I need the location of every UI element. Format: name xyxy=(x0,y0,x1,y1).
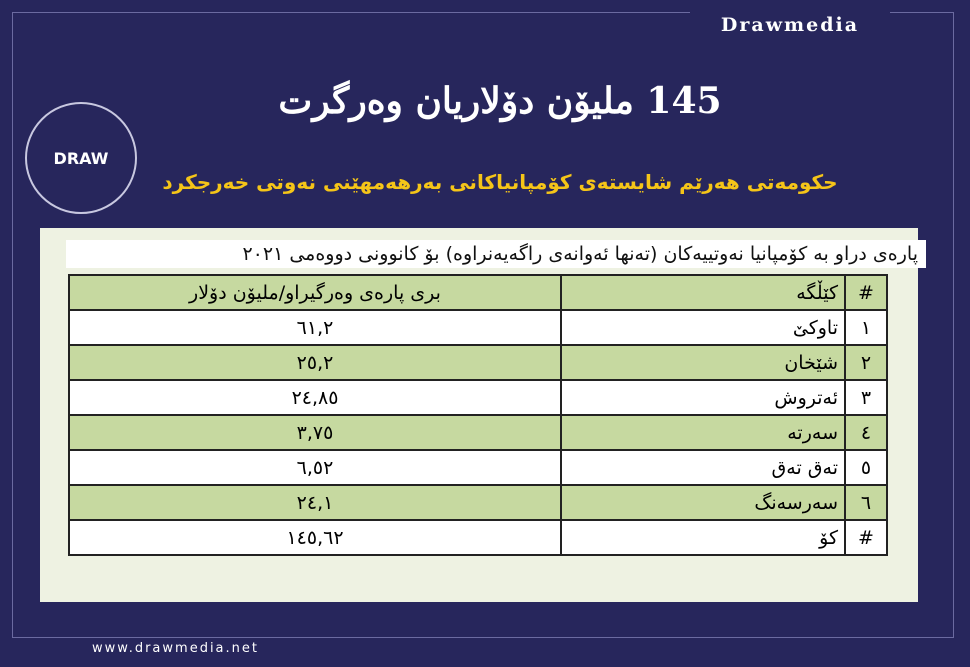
row-number: ٢ xyxy=(844,344,888,381)
table-header: # کێڵگە بری پارەی وەرگیراو/ملیۆن دۆلار xyxy=(68,274,888,311)
table-row: ٤ سەرتە ٣,٧٥ xyxy=(68,414,888,451)
header-amount: بری پارەی وەرگیراو/ملیۆن دۆلار xyxy=(68,274,562,311)
table-panel: پارەی دراو بە کۆمپانیا نەوتییەکان (تەنها… xyxy=(40,228,926,602)
table-row: ٢ شێخان ٢٥,٢ xyxy=(68,344,888,381)
field-name: شێخان xyxy=(560,344,846,381)
brand-name: Drawmedia xyxy=(690,8,890,42)
table-row: # کۆ ١٤٥,٦٢ xyxy=(68,519,888,556)
row-number: # xyxy=(844,519,888,556)
frame-border xyxy=(12,12,954,638)
header-field: کێڵگە xyxy=(560,274,846,311)
field-name: ئەتروش xyxy=(560,379,846,416)
amount: ٣,٧٥ xyxy=(68,414,562,451)
headline: 145 ملیۆن دۆلاریان وەرگرت xyxy=(278,80,722,122)
payments-table: # کێڵگە بری پارەی وەرگیراو/ملیۆن دۆلار ١… xyxy=(68,274,888,556)
amount: ٢٤,٨٥ xyxy=(68,379,562,416)
subheadline: حکومەتی هەرێم شایستەی کۆمپانیاکانی بەرهە… xyxy=(162,170,838,194)
row-number: ٦ xyxy=(844,484,888,521)
amount: ٢٥,٢ xyxy=(68,344,562,381)
field-name: کۆ xyxy=(560,519,846,556)
table-row: ١ تاوکێ ٦١,٢ xyxy=(68,309,888,346)
table-row: ٥ تەق تەق ٦,٥٢ xyxy=(68,449,888,486)
amount: ٦,٥٢ xyxy=(68,449,562,486)
header-number: # xyxy=(844,274,888,311)
footer-url: www.drawmedia.net xyxy=(92,641,259,656)
table-caption: پارەی دراو بە کۆمپانیا نەوتییەکان (تەنها… xyxy=(66,240,926,268)
draw-logo: DRAW xyxy=(25,102,137,214)
field-name: سەرسەنگ xyxy=(560,484,846,521)
row-number: ٤ xyxy=(844,414,888,451)
row-number: ٣ xyxy=(844,379,888,416)
logo-text: DRAW xyxy=(53,148,109,168)
amount: ١٤٥,٦٢ xyxy=(68,519,562,556)
amount: ٦١,٢ xyxy=(68,309,562,346)
field-name: سەرتە xyxy=(560,414,846,451)
row-number: ١ xyxy=(844,309,888,346)
table-row: ٦ سەرسەنگ ٢٤,١ xyxy=(68,484,888,521)
field-name: تەق تەق xyxy=(560,449,846,486)
field-name: تاوکێ xyxy=(560,309,846,346)
row-number: ٥ xyxy=(844,449,888,486)
table-row: ٣ ئەتروش ٢٤,٨٥ xyxy=(68,379,888,416)
amount: ٢٤,١ xyxy=(68,484,562,521)
